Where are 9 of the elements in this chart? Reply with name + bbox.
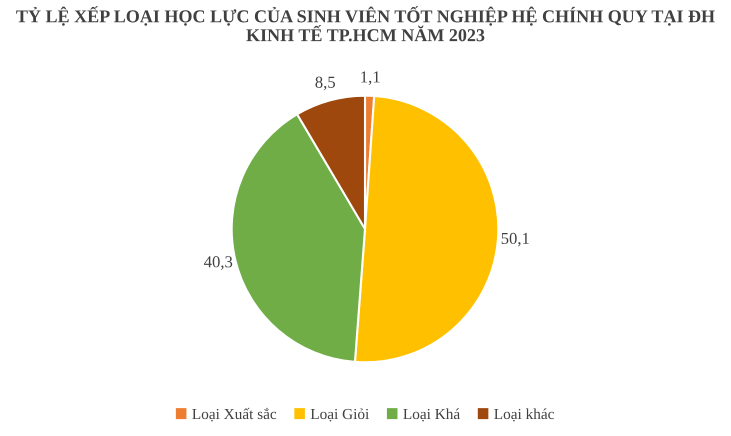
legend-label: Loại Giỏi (310, 408, 369, 422)
legend-label: Loại Khá (403, 408, 460, 422)
data-label: 50,1 (502, 232, 529, 246)
chart-title: TỶ LỆ XẾP LOẠI HỌC LỰC CỦA SINH VIÊN TỐT NGHIỆP HỆ CHÍNH QUY TẠI ĐH KINH TẾ TP.HCM NĂM 2023 (16, 6, 715, 42)
data-label: 40,3 (204, 256, 232, 270)
legend-label: Loại Xuất sắc (192, 408, 276, 422)
data-label: 1,1 (361, 71, 380, 85)
legend-label: Loại khác (494, 408, 554, 422)
data-label: 8,5 (315, 76, 336, 90)
